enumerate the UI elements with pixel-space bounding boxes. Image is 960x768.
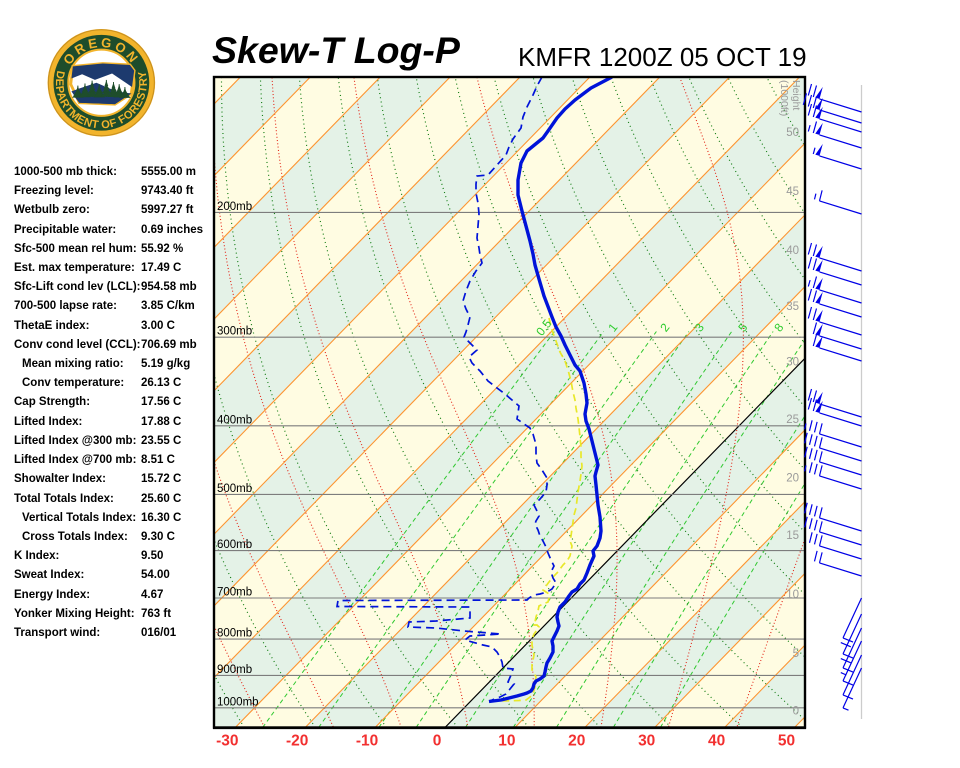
svg-text:0: 0: [433, 733, 442, 750]
svg-text:1000mb: 1000mb: [217, 696, 259, 708]
svg-text:30: 30: [638, 733, 655, 750]
svg-text:35: 35: [786, 301, 799, 313]
svg-text:Height: Height: [790, 80, 802, 110]
svg-text:30: 30: [786, 357, 799, 369]
svg-text:400mb: 400mb: [217, 414, 252, 426]
svg-text:50: 50: [778, 733, 795, 750]
svg-text:800mb: 800mb: [217, 628, 252, 640]
svg-text:-10: -10: [356, 733, 378, 750]
svg-text:(1000ft): (1000ft): [778, 80, 790, 116]
svg-text:40: 40: [708, 733, 725, 750]
svg-text:20: 20: [568, 733, 585, 750]
svg-text:900mb: 900mb: [217, 664, 252, 676]
svg-text:700mb: 700mb: [217, 587, 252, 599]
svg-text:50: 50: [786, 127, 799, 139]
svg-text:20: 20: [786, 473, 799, 485]
svg-text:-30: -30: [216, 733, 238, 750]
svg-text:500mb: 500mb: [217, 483, 252, 495]
svg-text:5: 5: [793, 648, 799, 660]
svg-text:45: 45: [786, 186, 799, 198]
svg-text:10: 10: [786, 589, 799, 601]
svg-text:15: 15: [786, 530, 799, 542]
svg-text:25: 25: [786, 414, 799, 426]
svg-text:40: 40: [786, 245, 799, 257]
svg-text:-20: -20: [286, 733, 308, 750]
svg-text:600mb: 600mb: [217, 539, 252, 551]
svg-text:0: 0: [793, 706, 799, 718]
svg-text:300mb: 300mb: [217, 326, 252, 338]
svg-text:10: 10: [498, 733, 515, 750]
svg-text:200mb: 200mb: [217, 201, 252, 213]
